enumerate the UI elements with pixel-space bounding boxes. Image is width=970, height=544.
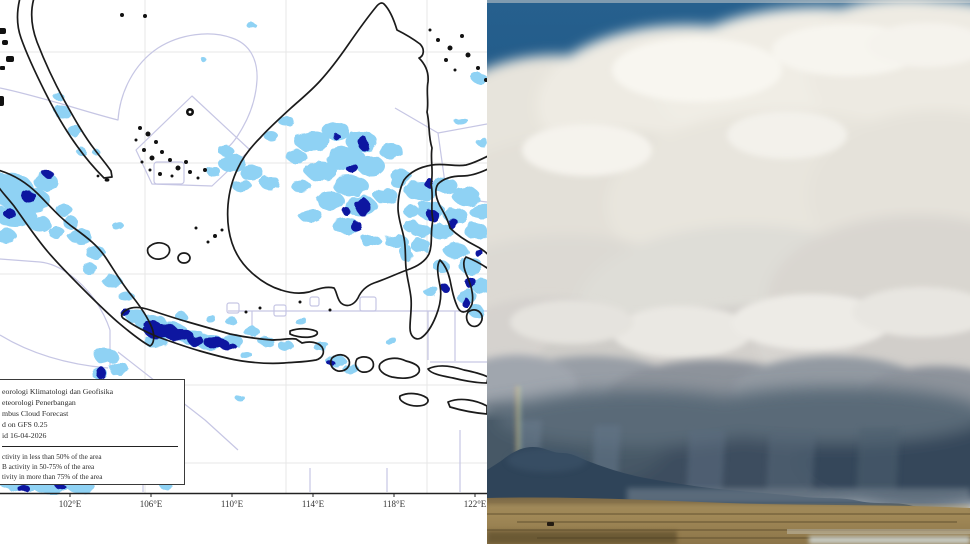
bali-island [329, 354, 351, 372]
cloud-highlights [522, 23, 970, 176]
legend-header-line: eteorologi Penerbangan [2, 397, 76, 407]
desert-plain [487, 497, 970, 544]
legend-divider [2, 445, 178, 447]
x-axis-tick-label: 122°E [464, 499, 487, 509]
x-axis-tick-label: 106°E [140, 499, 163, 509]
legend-item-line: B activity in 50-75% of the area [2, 462, 95, 471]
x-axis-tick-label: 110°E [221, 499, 244, 509]
mountain-highlight [507, 448, 587, 472]
photo-canvas [487, 0, 970, 544]
cloud-band-highlights [510, 287, 970, 358]
legend-header: eorologi Klimatologi dan Geofisika eteor… [2, 387, 180, 442]
timor-island [447, 398, 487, 415]
coastlines-layer [0, 0, 487, 415]
buton-island [465, 309, 483, 328]
fir-boundary-lines [0, 33, 487, 492]
borneo [226, 2, 434, 307]
lombok-island [354, 356, 375, 373]
sumbawa-island [378, 357, 421, 379]
flores-island [427, 365, 487, 384]
cloud-forecast-map: 102°E 106°E 110°E 114°E 118°E 122°E eoro… [0, 0, 487, 509]
x-axis-tick-label: 102°E [59, 499, 82, 509]
legend-header-line: eorologi Klimatologi dan Geofisika [2, 387, 114, 396]
sky-top-strip [487, 0, 970, 3]
malay-peninsula [16, 0, 113, 179]
belitung-island [177, 252, 191, 264]
sumatra [0, 169, 155, 347]
legend-items: ctivity in less than 50% of the area B a… [2, 452, 180, 482]
salt-flat-strip [787, 529, 970, 534]
x-axis-tick-label: 114°E [302, 499, 325, 509]
sumba-island [398, 392, 429, 407]
bottom-light-strip [809, 536, 970, 544]
legend-item-line: ctivity in less than 50% of the area [2, 452, 102, 461]
bangka-island [146, 242, 171, 260]
plain-dark-foreground [487, 531, 677, 544]
map-legend: eorologi Klimatologi dan Geofisika eteor… [0, 379, 185, 485]
legend-header-line: d on GFS 0.25 [2, 419, 48, 429]
rainbow [514, 386, 523, 466]
map-canvas: 102°E 106°E 110°E 114°E 118°E 122°E [0, 0, 487, 509]
java [120, 306, 325, 365]
cumulonimbus-photo [487, 0, 970, 544]
small-islands-layer [0, 13, 487, 314]
legend-header-line: id 16-04-2026 [2, 430, 47, 440]
legend-header-line: mbus Cloud Forecast [2, 408, 69, 418]
distant-speck [547, 522, 554, 526]
x-axis-tick-label: 118°E [383, 499, 406, 509]
madura-island [289, 327, 319, 339]
x-axis: 102°E 106°E 110°E 114°E 118°E 122°E [0, 492, 487, 509]
horizon-haze [627, 488, 970, 504]
legend-item-line: tivity in more than 75% of the area [2, 472, 103, 481]
sulawesi [397, 155, 487, 340]
